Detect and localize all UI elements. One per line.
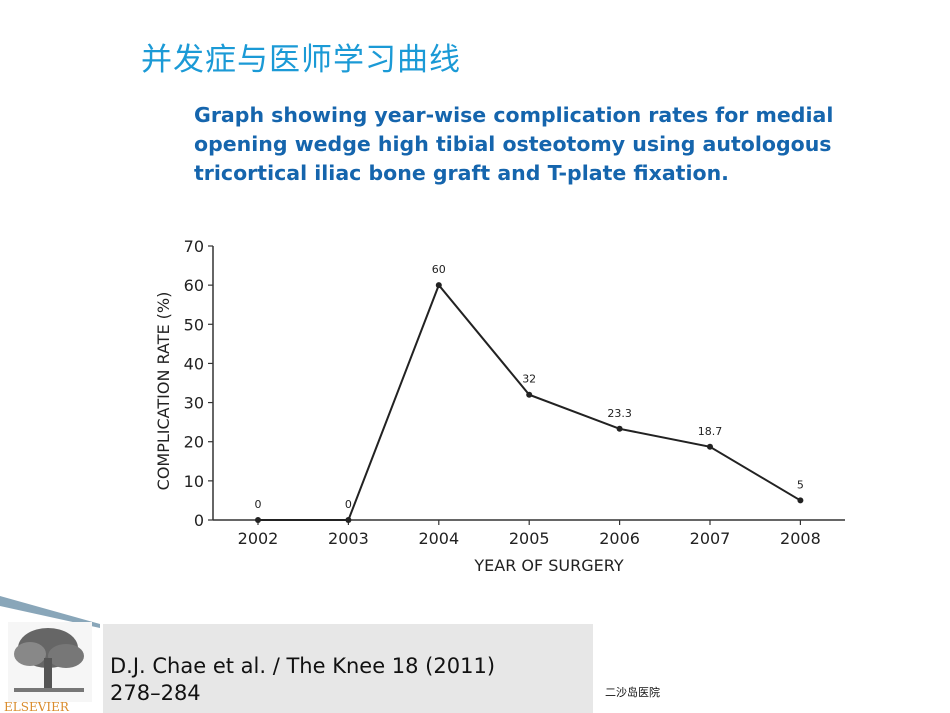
citation: D.J. Chae et al. / The Knee 18 (2011) 27… (110, 653, 580, 707)
data-label: 23.3 (607, 407, 632, 420)
x-tick-label: 2005 (509, 529, 550, 548)
y-tick-label: 0 (194, 511, 204, 530)
chart-caption: Graph showing year-wise complication rat… (194, 101, 944, 188)
elsevier-logo: ELSEVIER (0, 596, 100, 713)
data-label: 18.7 (698, 425, 723, 438)
data-point (345, 517, 352, 523)
y-tick-label: 20 (184, 433, 204, 452)
data-point (797, 497, 804, 504)
data-label: 60 (432, 263, 446, 276)
data-point (616, 425, 623, 432)
data-point (255, 517, 261, 523)
x-tick-label: 2003 (328, 529, 369, 548)
y-tick-label: 30 (184, 394, 204, 413)
series-line (258, 283, 801, 521)
citation-box (103, 624, 593, 713)
data-point (435, 282, 442, 289)
y-tick-label: 70 (184, 237, 204, 256)
caption-line-2: opening wedge high tibial osteotomy usin… (194, 132, 832, 156)
y-tick-label: 40 (184, 354, 204, 373)
caption-line-3: tricortical iliac bone graft and T-plate… (194, 161, 729, 185)
data-label: 32 (522, 373, 536, 386)
x-tick-label: 2006 (599, 529, 640, 548)
slide-title: 并发症与医师学习曲线 (141, 42, 461, 78)
data-label: 0 (345, 498, 352, 511)
x-tick-label: 2008 (780, 529, 821, 548)
data-label: 5 (797, 478, 804, 491)
data-point (707, 443, 713, 450)
x-tick-label: 2007 (690, 529, 731, 548)
citation-line-2: 278–284 (110, 681, 201, 705)
caption-line-1: Graph showing year-wise complication rat… (194, 103, 834, 127)
x-tick-label: 2002 (238, 529, 279, 548)
y-axis-title: COMPLICATION RATE (%) (154, 292, 173, 491)
x-axis-title: YEAR OF SURGERY (473, 556, 624, 575)
x-tick-label: 2004 (418, 529, 459, 548)
footer-hospital-name: 二沙岛医院 (605, 686, 660, 699)
y-tick-label: 60 (184, 276, 204, 295)
citation-line-1: D.J. Chae et al. / The Knee 18 (2011) (110, 654, 496, 678)
y-tick-label: 50 (184, 315, 204, 334)
elsevier-wordmark: ELSEVIER (4, 700, 70, 713)
data-point (526, 391, 533, 398)
data-label: 0 (255, 498, 262, 511)
y-tick-label: 10 (184, 472, 204, 491)
